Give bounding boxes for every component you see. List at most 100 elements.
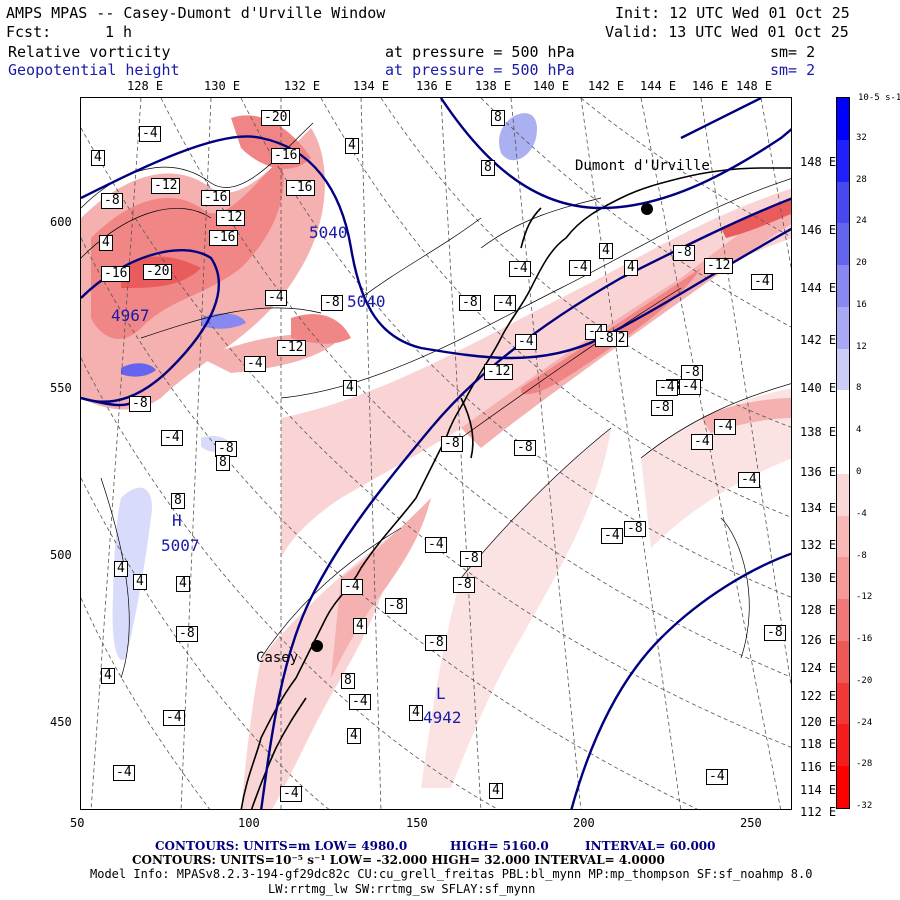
- footer-height-high: HIGH= 5160.0: [450, 839, 549, 853]
- contour-value-label: 4: [176, 576, 190, 592]
- colorbar-swatch: [837, 682, 849, 725]
- contour-value-label: -8: [459, 295, 481, 311]
- colorbar-label: 4: [856, 425, 862, 436]
- contour-value-label: -4: [569, 260, 591, 276]
- valid-time: Valid: 13 UTC Wed 01 Oct 25: [605, 23, 849, 41]
- colorbar-label: 8: [856, 383, 862, 394]
- contour-value-label: -12: [151, 178, 181, 194]
- x-tick-label: 50: [70, 816, 85, 830]
- right-lon-label: 142 E: [800, 333, 837, 347]
- colorbar-swatch: [837, 265, 849, 308]
- contour-value-label: -8: [215, 441, 237, 457]
- forecast-label: Fcst:: [6, 23, 52, 41]
- footer-height-interval: INTERVAL= 60.000: [585, 839, 716, 853]
- footer-vorticity-contours: CONTOURS: UNITS=10⁻⁵ s⁻¹ LOW= -32.000 HI…: [132, 853, 665, 867]
- contour-value-label: -8: [514, 440, 536, 456]
- colorbar-label: -28: [856, 759, 873, 770]
- high-letter: H: [172, 511, 182, 530]
- contour-value-label: -4: [706, 769, 728, 785]
- colorbar-label: 0: [856, 467, 862, 477]
- colorbar-swatch: [837, 515, 849, 558]
- right-lon-label: 136 E: [800, 465, 837, 479]
- right-lon-label: 122 E: [800, 689, 837, 703]
- map-field-svg: [81, 98, 791, 809]
- colorbar-label: -8: [856, 550, 867, 561]
- contour-value-label: -4: [280, 786, 302, 802]
- contour-value-label: -4: [515, 334, 537, 350]
- right-lon-label: 138 E: [800, 425, 837, 439]
- high-value: 5007: [161, 536, 200, 555]
- negative-vorticity-shading: [81, 115, 791, 809]
- top-lon-label: 146 E: [692, 79, 729, 93]
- colorbar-label: 32: [856, 132, 867, 143]
- contour-value-label: -4: [244, 356, 266, 372]
- colorbar-label: 12: [856, 341, 867, 352]
- contour-value-label: -8: [764, 625, 786, 641]
- colorbar-label: -24: [856, 717, 873, 728]
- field1-level: at pressure = 500 hPa: [385, 43, 575, 61]
- contour-value-label: -4: [113, 765, 135, 781]
- colorbar-label: 16: [856, 299, 867, 310]
- contour-value-label: -20: [261, 110, 291, 126]
- contour-value-label: 8: [216, 455, 230, 471]
- colorbar-swatch: [837, 98, 849, 141]
- top-lon-label: 142 E: [588, 79, 625, 93]
- x-tick-label: 250: [740, 816, 762, 830]
- right-lon-label: 128 E: [800, 603, 837, 617]
- right-lon-label: 146 E: [800, 223, 837, 237]
- contour-value-label: -16: [101, 266, 131, 282]
- y-tick-label: 600: [50, 215, 72, 229]
- right-lon-label: 124 E: [800, 661, 837, 675]
- right-lon-label: 144 E: [800, 281, 837, 295]
- contour-value-label: 8: [481, 160, 495, 176]
- low-letter: L: [436, 684, 446, 703]
- right-lon-label: 132 E: [800, 538, 837, 552]
- right-lon-label: 114 E: [800, 783, 837, 797]
- right-lon-label: 148 E: [800, 155, 837, 169]
- right-lon-label: 140 E: [800, 381, 837, 395]
- contour-value-label: 4: [409, 705, 423, 721]
- field2-smoothing: sm= 2: [770, 61, 816, 79]
- contour-value-label: -16: [271, 148, 301, 164]
- colorbar-swatch: [837, 432, 849, 475]
- contour-value-label: 4: [353, 618, 367, 634]
- footer-model-info: Model Info: MPASv8.2.3-194-gf29dc82c CU:…: [90, 867, 813, 881]
- field1-name: Relative vorticity: [8, 43, 171, 61]
- map-title: AMPS MPAS -- Casey-Dumont d'Urville Wind…: [6, 4, 386, 22]
- top-lon-label: 144 E: [640, 79, 677, 93]
- contour-value-label: 4: [599, 243, 613, 259]
- contour-value-label: -8: [385, 598, 407, 614]
- field2-level: at pressure = 500 hPa: [385, 61, 575, 79]
- top-lon-label: 138 E: [475, 79, 512, 93]
- contour-value-label: -8: [425, 635, 447, 651]
- contour-value-label: 4: [624, 260, 638, 276]
- colorbar-swatch: [837, 640, 849, 684]
- right-lon-label: 130 E: [800, 571, 837, 585]
- contour-value-label: -4: [714, 419, 736, 435]
- contour-value-label: 4: [489, 783, 503, 799]
- dumont-durville-marker: [641, 203, 653, 215]
- contour-value-label: -8: [624, 521, 646, 537]
- contour-value-label: -4: [349, 694, 371, 710]
- contour-value-label: -8: [460, 551, 482, 567]
- contour-value-label: -8: [673, 245, 695, 261]
- top-lon-label: 148 E: [736, 79, 773, 93]
- contour-value-label: -16: [286, 180, 316, 196]
- contour-value-label: -4: [738, 472, 760, 488]
- colorbar-swatch: [837, 181, 849, 224]
- y-tick-label: 500: [50, 548, 72, 562]
- contour-value-label: 4: [114, 561, 128, 577]
- contour-value-label: -4: [509, 261, 531, 277]
- contour-value-label: -4: [494, 295, 516, 311]
- low-value: 4942: [423, 708, 462, 727]
- colorbar-label: -12: [856, 592, 873, 603]
- right-lon-label: 112 E: [800, 805, 837, 819]
- colorbar-swatch: [837, 473, 849, 517]
- contour-value-label: -20: [143, 264, 173, 280]
- contour-value-label: 8: [491, 110, 505, 126]
- colorbar-label: 20: [856, 258, 867, 269]
- contour-value-label: 4: [343, 380, 357, 396]
- colorbar-swatch: [837, 766, 849, 809]
- right-lon-label: 134 E: [800, 501, 837, 515]
- contour-value-label: 4: [101, 668, 115, 684]
